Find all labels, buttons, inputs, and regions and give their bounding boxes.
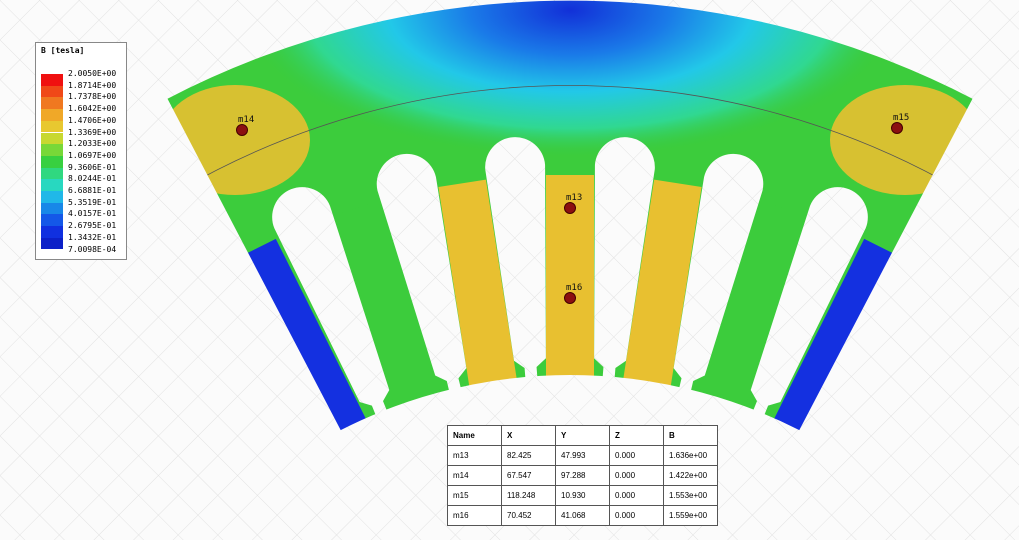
legend-swatch bbox=[41, 214, 63, 227]
marker bbox=[891, 122, 903, 134]
legend-swatch bbox=[41, 144, 63, 156]
legend-swatch bbox=[41, 85, 63, 98]
table-cell: 97.288 bbox=[555, 465, 610, 486]
legend-title: B [tesla] bbox=[41, 46, 85, 55]
legend-label: 9.3606E-01 bbox=[68, 162, 117, 172]
legend-swatch bbox=[41, 97, 63, 110]
legend-swatch bbox=[41, 237, 63, 250]
legend-label: 6.6881E-01 bbox=[68, 186, 117, 195]
legend-swatch bbox=[41, 179, 63, 191]
table-cell: 70.452 bbox=[501, 505, 556, 526]
table-cell: 1.422e+00 bbox=[663, 465, 718, 486]
table-cell: 0.000 bbox=[609, 485, 664, 506]
legend-swatch bbox=[41, 191, 63, 203]
legend-label: 5.3519E-01 bbox=[68, 197, 117, 207]
legend-swatch bbox=[41, 226, 63, 238]
legend-label: 1.3432E-01 bbox=[68, 232, 117, 242]
marker-label: m16 bbox=[566, 283, 582, 293]
legend-swatch bbox=[41, 132, 63, 145]
table-cell: 1.636e+00 bbox=[663, 445, 718, 466]
legend-label: 2.6795E-01 bbox=[68, 221, 117, 231]
table-cell: B bbox=[663, 425, 718, 446]
table-cell: 1.553e+00 bbox=[663, 485, 718, 506]
legend-label: 1.7378E+00 bbox=[68, 92, 117, 102]
legend-label: 4.0157E-01 bbox=[68, 209, 117, 219]
table-cell: Z bbox=[609, 425, 664, 446]
legend-label: 1.3369E+00 bbox=[68, 127, 117, 137]
legend-label: 8.0244E-01 bbox=[68, 174, 117, 184]
marker bbox=[564, 202, 576, 214]
legend-swatch bbox=[41, 167, 63, 180]
stator bbox=[100, 0, 1000, 467]
marker bbox=[236, 124, 248, 136]
legend-label: 1.2033E+00 bbox=[68, 139, 117, 149]
table-cell: 1.559e+00 bbox=[663, 505, 718, 526]
marker-label: m14 bbox=[238, 115, 254, 125]
table-cell: m13 bbox=[447, 445, 502, 466]
legend: B [tesla] 2.0050E+00 1.8714E+00 1.7378E+00… bbox=[35, 42, 127, 260]
table-cell: 0.000 bbox=[609, 505, 664, 526]
table-cell: Name bbox=[447, 425, 502, 446]
marker bbox=[564, 292, 576, 304]
table-cell: 41.068 bbox=[555, 505, 610, 526]
table-cell: m16 bbox=[447, 505, 502, 526]
table-cell: Y bbox=[555, 425, 610, 446]
table-cell: 0.000 bbox=[609, 465, 664, 486]
legend-label: 1.6042E+00 bbox=[68, 104, 117, 114]
table-cell: 47.993 bbox=[555, 445, 610, 466]
legend-swatch bbox=[41, 202, 63, 215]
table-cell: 118.248 bbox=[501, 485, 556, 506]
table-row: Name X Y Z B bbox=[447, 425, 718, 446]
legend-label: 2.0050E+00 bbox=[68, 69, 117, 78]
table-cell: X bbox=[501, 425, 556, 446]
marker-label: m13 bbox=[566, 193, 582, 203]
legend-swatch bbox=[41, 109, 63, 121]
table-row: m16 70.452 41.068 0.000 1.559e+00 bbox=[447, 505, 718, 526]
legend-label: 1.4706E+00 bbox=[68, 115, 117, 125]
table-row: m13 82.425 47.993 0.000 1.636e+00 bbox=[447, 445, 718, 466]
table-cell: 10.930 bbox=[555, 485, 610, 506]
legend-label: 1.8714E+00 bbox=[68, 80, 117, 90]
table-cell: m14 bbox=[447, 465, 502, 486]
marker-label: m15 bbox=[893, 113, 909, 123]
table-row: m14 67.547 97.288 0.000 1.422e+00 bbox=[447, 465, 718, 486]
legend-swatch bbox=[41, 120, 63, 133]
table-cell: 0.000 bbox=[609, 445, 664, 466]
table-row: m15 118.248 10.930 0.000 1.553e+00 bbox=[447, 485, 718, 506]
table-cell: 67.547 bbox=[501, 465, 556, 486]
legend-swatch bbox=[41, 74, 63, 86]
table-cell: m15 bbox=[447, 485, 502, 506]
legend-label: 7.0098E-04 bbox=[68, 244, 117, 254]
table-cell: 82.425 bbox=[501, 445, 556, 466]
legend-swatch bbox=[41, 155, 63, 168]
legend-label: 1.0697E+00 bbox=[68, 150, 117, 160]
